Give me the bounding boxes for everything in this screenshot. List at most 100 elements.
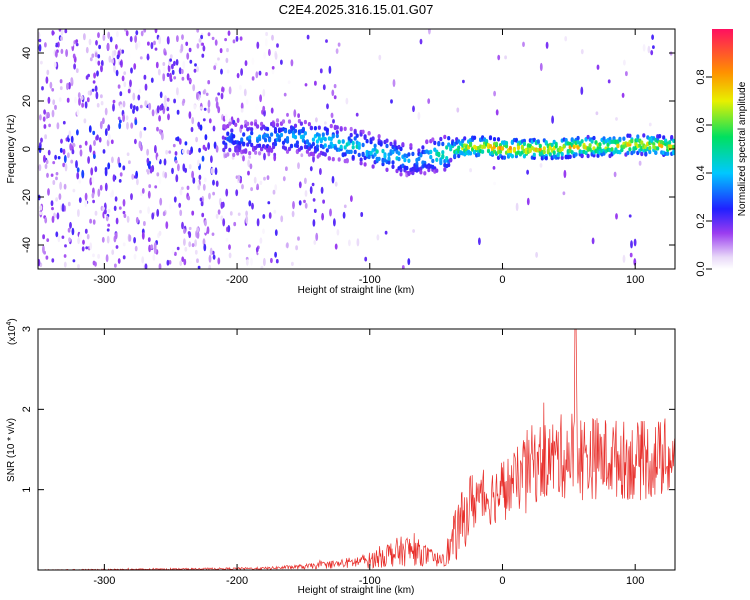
spectrogram-cell (161, 132, 164, 141)
spectrogram-cell (40, 60, 43, 65)
spectrogram-cell (55, 176, 58, 181)
spectrogram-ridge-cell (327, 156, 331, 161)
spectrogram-cell (345, 97, 349, 105)
spectrogram-ridge-cell (339, 144, 343, 150)
spectrogram-ridge-cell (228, 147, 232, 153)
spectrogram-cell (158, 36, 162, 45)
spectrogram-ridge-cell (449, 157, 453, 163)
spectrogram-cell (335, 48, 339, 54)
spectrogram-ridge-cell (258, 136, 262, 142)
spectrogram-ridge-cell (588, 147, 592, 152)
spectrogram-cell (243, 88, 247, 97)
spectrogram-ridge-cell (266, 133, 270, 138)
spectrogram-cell (58, 29, 62, 32)
spectrogram-cell (183, 258, 187, 266)
spectrogram-cell (169, 54, 173, 59)
spectrogram-cell (113, 49, 117, 56)
spectrogram-ridge-cell (397, 151, 401, 156)
spectrogram-xtick-label: 100 (626, 274, 644, 286)
spectrogram-cell (162, 170, 166, 178)
spectrogram-cell (135, 42, 138, 51)
spectrogram-cell (67, 201, 71, 207)
spectrogram-ridge-cell (431, 137, 435, 142)
spectrogram-cell (256, 41, 260, 49)
spectrogram-ridge-cell (329, 123, 333, 129)
spectrogram-cell (45, 76, 49, 84)
spectrogram-cell (79, 144, 82, 149)
spectrogram-ridge-cell (528, 148, 532, 153)
spectrogram-cell (117, 84, 121, 89)
spectrogram-cell (75, 42, 79, 47)
spectrogram-cell (207, 142, 211, 150)
spectrogram-cell (134, 119, 138, 126)
spectrogram-ridge-cell (272, 121, 276, 127)
spectrogram-cell (166, 36, 170, 44)
spectrogram-ridge-cell (351, 140, 355, 146)
spectrogram-cell (52, 161, 56, 165)
spectrogram-cell (43, 124, 47, 129)
spectrogram-cell (106, 42, 110, 51)
spectrogram-ridge-cell (258, 151, 262, 156)
spectrogram-cell (260, 265, 264, 269)
spectrogram-cell (215, 180, 219, 187)
spectrogram-cell (175, 59, 179, 66)
snr-xtick-label: 100 (626, 575, 644, 587)
spectrogram-cell (175, 174, 179, 183)
spectrogram-cell (126, 152, 130, 156)
spectrogram-cell (376, 234, 380, 241)
spectrogram-cell (68, 82, 71, 90)
spectrogram-ridge-cell (554, 144, 558, 149)
spectrogram-ridge-cell (250, 121, 254, 126)
spectrogram-ridge-cell (275, 122, 280, 128)
spectrogram-cell (268, 212, 272, 219)
spectrogram-cell (158, 115, 162, 122)
spectrogram-cell (109, 36, 113, 43)
spectrogram-ridge-cell (564, 138, 568, 143)
spectrogram-cell (196, 66, 200, 73)
spectrogram-cell (274, 52, 278, 60)
spectrogram-cell (304, 202, 308, 209)
spectrogram-cell (202, 90, 206, 95)
spectrogram-ridge-cell (335, 130, 339, 135)
spectrogram-cell (94, 56, 98, 64)
spectrogram-cell (203, 177, 207, 183)
spectrogram-cell (38, 31, 41, 39)
spectrogram-cell (107, 208, 111, 213)
spectrogram-cell (181, 149, 185, 154)
spectrogram-cell (72, 188, 76, 193)
spectrogram-ridge-cell (441, 154, 445, 160)
spectrogram-cell (224, 38, 228, 42)
spectrogram-ridge-cell (273, 126, 278, 132)
spectrogram-cell (146, 170, 150, 175)
spectrogram-cell (265, 31, 268, 37)
spectrogram-cell (189, 260, 193, 264)
spectrogram-cell (102, 149, 106, 154)
spectrogram-cell (98, 137, 102, 143)
spectrogram-cell (61, 235, 65, 239)
spectrogram-cell (148, 184, 152, 189)
spectrogram-ridge-cell (299, 121, 303, 126)
spectrogram-cell (262, 214, 266, 219)
spectrogram-cell (202, 144, 206, 150)
spectrogram-cell (215, 213, 219, 219)
colorbar-tick-label: 0.4 (695, 165, 707, 180)
spectrogram-cell (270, 107, 274, 114)
spectrogram-cell (331, 89, 335, 97)
spectrogram-ridge-cell (668, 140, 672, 145)
spectrogram-cell (42, 234, 45, 240)
spectrogram-cell (240, 108, 244, 113)
spectrogram-cell (297, 162, 300, 170)
spectrogram-cell (249, 163, 253, 170)
spectrogram-ridge-cell (421, 145, 425, 150)
spectrogram-ridge-cell (628, 147, 632, 152)
spectrogram-ridge-cell (447, 136, 451, 141)
spectrogram-cell (332, 119, 335, 124)
spectrogram-ridge-cell (226, 131, 230, 136)
snr-multiplier-base: (x10 (7, 325, 18, 345)
spectrogram-cell (298, 200, 302, 206)
spectrogram-ytick-label: 40 (21, 47, 33, 59)
spectrogram-cell (60, 48, 64, 55)
spectrogram-ridge-cell (355, 133, 359, 138)
spectrogram-cell (38, 258, 41, 267)
